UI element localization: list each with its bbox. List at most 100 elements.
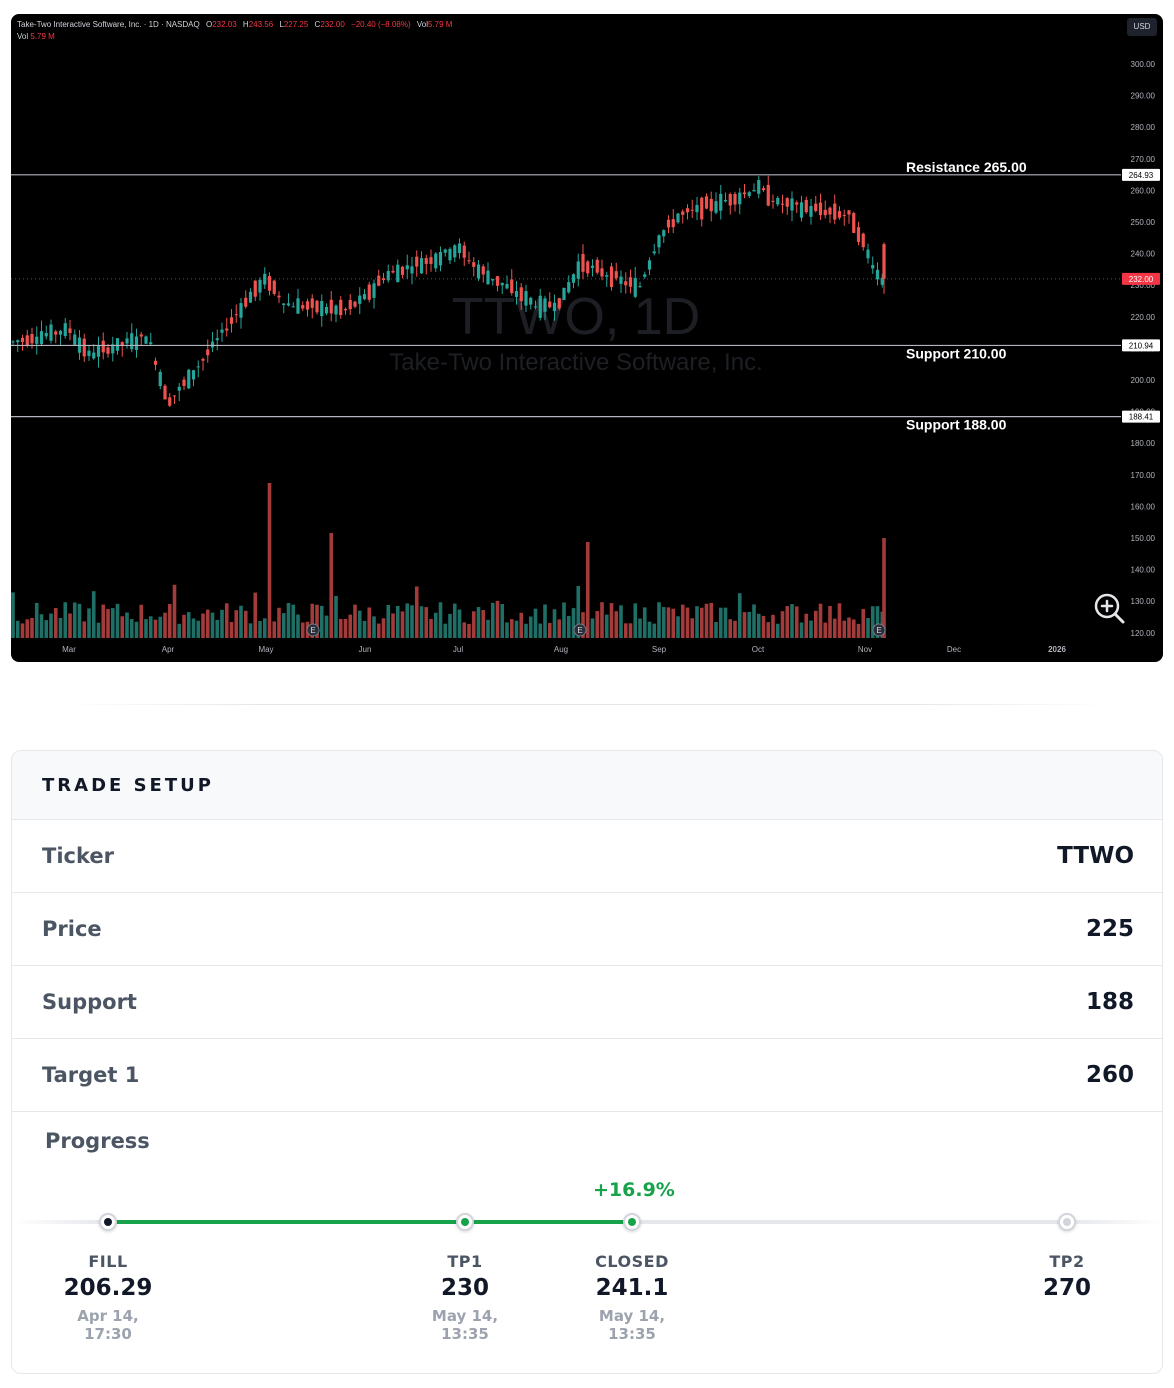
candle-body <box>87 350 91 357</box>
candle-body <box>657 235 661 248</box>
volume-bar <box>410 605 414 638</box>
y-tick-label: 240.00 <box>1131 250 1156 259</box>
volume-bar <box>837 603 842 638</box>
last-price-tag-bg <box>1122 272 1160 285</box>
candle-body <box>752 189 756 192</box>
ticker-value: TTWO <box>1057 843 1134 869</box>
zoom-in-icon[interactable] <box>1093 592 1125 624</box>
volume-bar <box>728 619 733 638</box>
volume-bar <box>63 602 68 638</box>
candle-body <box>647 260 652 270</box>
volume-bar <box>381 618 386 638</box>
volume-bar <box>642 607 647 638</box>
candle-body <box>253 280 257 297</box>
candle-body <box>82 338 86 357</box>
candle-body <box>871 264 875 269</box>
volume-bar <box>291 604 296 638</box>
volume-bar <box>505 622 509 638</box>
candle-body <box>486 270 490 285</box>
fill-time: 17:30 <box>84 1325 132 1343</box>
earnings-label: E <box>577 626 582 635</box>
fill-label: FILL <box>88 1252 128 1271</box>
candle-body <box>362 294 367 300</box>
volume-bar <box>125 612 129 638</box>
volume-bar <box>72 602 77 638</box>
candle-body <box>780 203 785 205</box>
volume-bar <box>386 604 391 638</box>
volume-bar <box>372 616 376 638</box>
volume-bar <box>733 620 737 638</box>
y-tick-label: 290.00 <box>1131 92 1156 101</box>
candle-body <box>823 209 827 216</box>
candle-body <box>491 278 495 281</box>
candle-body <box>790 198 794 211</box>
volume-bar <box>144 619 148 638</box>
volume-bar <box>875 606 880 638</box>
candle-body <box>519 287 523 302</box>
candle-body <box>538 295 542 318</box>
candle-body <box>367 284 371 300</box>
candle-body <box>106 347 110 354</box>
candle-body <box>510 279 514 294</box>
volume-bar <box>538 623 543 638</box>
y-tick-label: 270.00 <box>1131 155 1156 164</box>
candle-body <box>552 302 557 312</box>
candle-body <box>134 336 139 350</box>
volume-bar <box>91 591 96 638</box>
candle-body <box>576 261 580 279</box>
volume-bar <box>585 542 590 638</box>
volume-bar <box>300 622 305 638</box>
volume-bar <box>490 602 495 638</box>
volume-bar <box>205 609 210 638</box>
support-row: Support 188 <box>12 966 1162 1039</box>
candle-body <box>49 324 53 341</box>
candle-body <box>514 291 519 297</box>
legend-volume-label: Vol <box>17 32 29 41</box>
candle-body <box>396 264 400 283</box>
volume-bar <box>552 609 557 638</box>
candle-body <box>524 291 528 306</box>
candle-body <box>866 249 870 259</box>
candle-body <box>158 371 162 387</box>
y-tick-label: 130.00 <box>1131 597 1156 606</box>
candle-body <box>305 301 310 310</box>
candle-body <box>215 338 219 341</box>
currency-button[interactable]: USD <box>1127 18 1157 36</box>
candle-body <box>529 297 533 305</box>
candle-body <box>757 179 761 194</box>
support-label: Support <box>42 990 137 1014</box>
volume-bar <box>723 607 728 638</box>
price-value: 225 <box>1085 916 1134 942</box>
volume-bar <box>324 615 329 638</box>
volume-bar <box>633 603 638 638</box>
support-value: 188 <box>1085 989 1134 1015</box>
candle-body <box>856 227 861 242</box>
legend-open-label: O <box>205 20 213 29</box>
candle-body <box>548 301 552 308</box>
volume-bar <box>595 610 600 638</box>
x-tick-label: Mar <box>62 645 76 654</box>
volume-bar <box>628 623 633 638</box>
earnings-marker <box>306 623 320 637</box>
candle-body <box>377 275 381 286</box>
candle-body <box>842 214 846 216</box>
last-price-tag: 232.00 <box>1129 275 1154 284</box>
candle-body <box>248 291 253 303</box>
volume-bar <box>671 608 676 638</box>
candle-body <box>63 323 67 337</box>
closed-time: 13:35 <box>608 1325 656 1343</box>
volume-bar <box>714 621 718 638</box>
volume-bar <box>500 604 505 638</box>
candle-body <box>828 207 832 215</box>
candle-body <box>11 341 15 343</box>
volume-bar <box>39 614 44 638</box>
candle-body <box>581 254 585 272</box>
level-label: Support 188.00 <box>906 417 1007 433</box>
price-chart[interactable]: TTWO, 1D Take-Two Interactive Software, I… <box>11 14 1163 662</box>
candle-body <box>296 298 300 314</box>
candle-body <box>676 213 680 223</box>
watermark-ticker: TTWO, 1D <box>452 288 700 346</box>
chart-canvas[interactable]: TTWO, 1D Take-Two Interactive Software, I… <box>11 14 1163 662</box>
x-tick-label: Oct <box>752 645 765 654</box>
volume-bar <box>661 607 666 638</box>
